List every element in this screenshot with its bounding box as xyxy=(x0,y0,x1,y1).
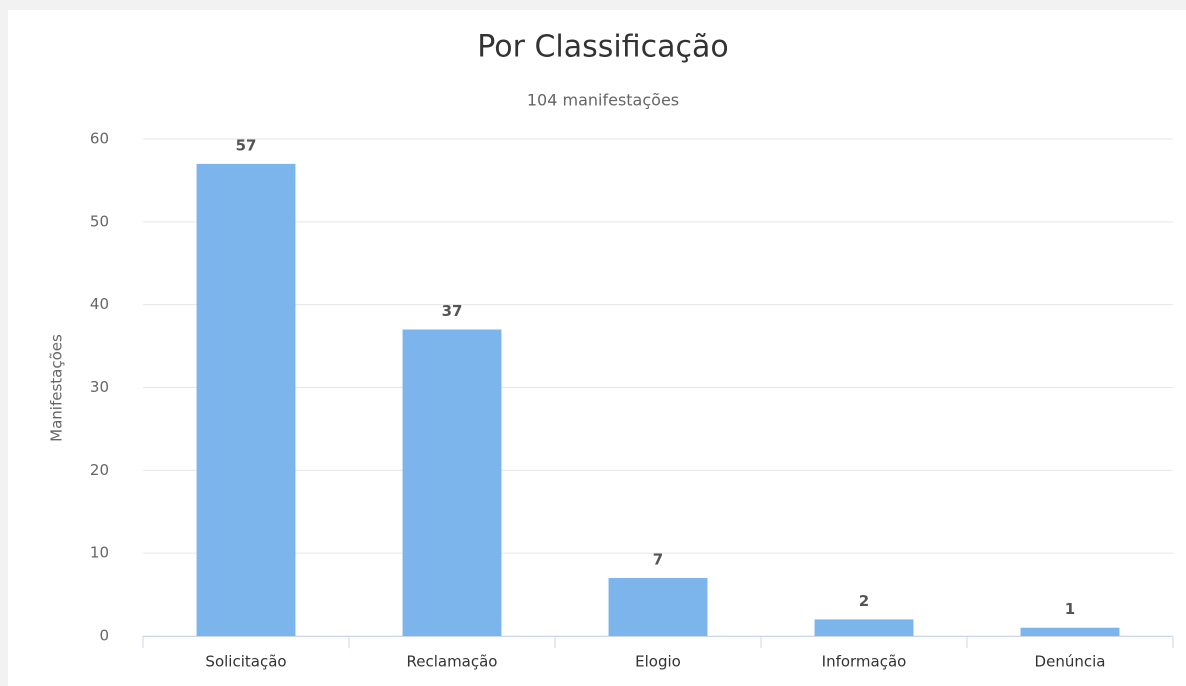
data-label: 37 xyxy=(442,302,463,320)
bar xyxy=(196,163,296,636)
bar xyxy=(402,329,502,636)
left-strip xyxy=(0,0,8,686)
y-tick-label: 50 xyxy=(90,212,109,230)
x-tick-label: Solicitação xyxy=(205,653,286,671)
data-label: 7 xyxy=(653,551,663,569)
bar xyxy=(608,578,708,636)
y-tick-label: 10 xyxy=(90,544,109,562)
y-tick-label: 60 xyxy=(90,130,109,148)
y-tick-label: 40 xyxy=(90,295,109,313)
data-label: 57 xyxy=(236,136,257,154)
bar xyxy=(814,619,914,636)
x-tick-label: Reclamação xyxy=(406,653,497,671)
top-strip xyxy=(0,0,1186,10)
data-label: 2 xyxy=(859,592,869,610)
chart-subtitle: 104 manifestações xyxy=(527,91,679,110)
y-tick-label: 0 xyxy=(99,627,109,645)
y-axis-label: Manifestações xyxy=(48,334,66,442)
y-tick-label: 30 xyxy=(90,378,109,396)
chart-title: Por Classificação xyxy=(477,30,729,65)
x-tick-label: Informação xyxy=(822,653,907,671)
y-tick-label: 20 xyxy=(90,461,109,479)
x-tick-label: Elogio xyxy=(635,653,681,671)
bar xyxy=(1020,627,1120,636)
data-label: 1 xyxy=(1065,600,1075,618)
x-tick-label: Denúncia xyxy=(1035,653,1106,671)
